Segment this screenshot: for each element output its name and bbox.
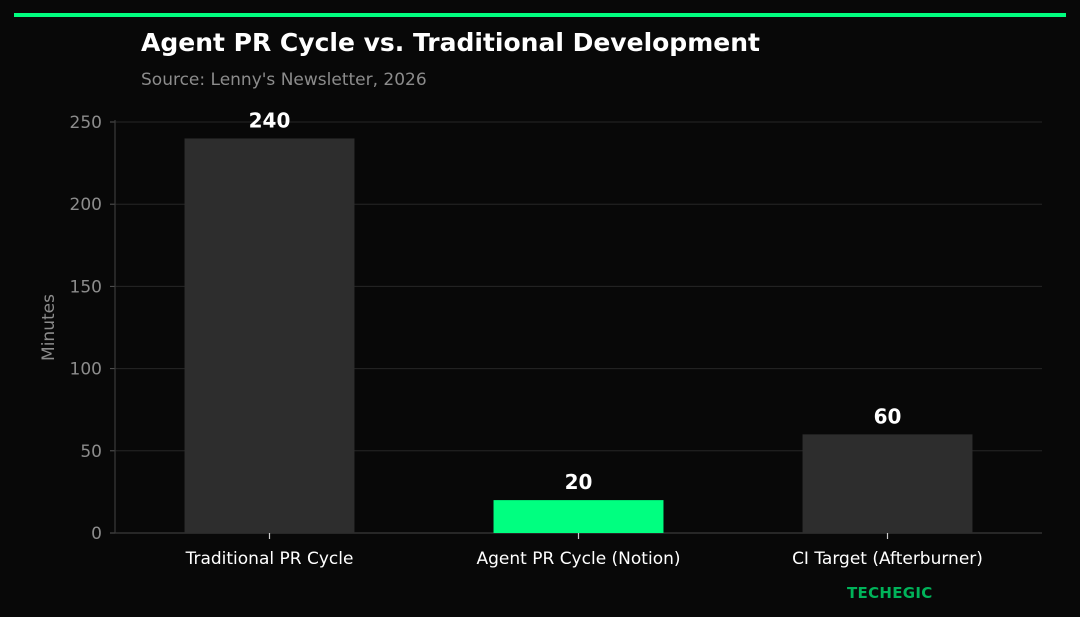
bar-value-label: 20 — [565, 470, 593, 494]
bar — [802, 434, 973, 533]
bar-value-label: 240 — [249, 108, 291, 132]
bar — [493, 500, 664, 533]
bar-value-label: 60 — [874, 404, 902, 428]
x-axis: Traditional PR Cycle Agent PR Cycle (Noti… — [185, 533, 983, 569]
x-tick-label: Traditional PR Cycle — [185, 549, 354, 569]
top-accent-bar — [14, 13, 1066, 17]
y-tick-label: 250 — [70, 113, 102, 133]
chart-subtitle: Source: Lenny's Newsletter, 2026 — [141, 70, 427, 90]
y-tick-label: 100 — [70, 360, 102, 380]
y-tick-label: 0 — [91, 524, 102, 544]
brand-logo-text: TECHEGIC — [847, 584, 933, 602]
y-tick-label: 150 — [70, 277, 102, 297]
y-tick-label: 50 — [80, 442, 102, 462]
x-tick-label: CI Target (Afterburner) — [792, 549, 983, 569]
y-axis-label: Minutes — [39, 294, 59, 361]
bar — [184, 138, 355, 533]
x-tick-label: Agent PR Cycle (Notion) — [477, 549, 681, 569]
y-tick-label: 200 — [70, 195, 102, 215]
bars: 240 20 60 — [184, 108, 973, 533]
chart-title: Agent PR Cycle vs. Traditional Developme… — [141, 28, 760, 57]
